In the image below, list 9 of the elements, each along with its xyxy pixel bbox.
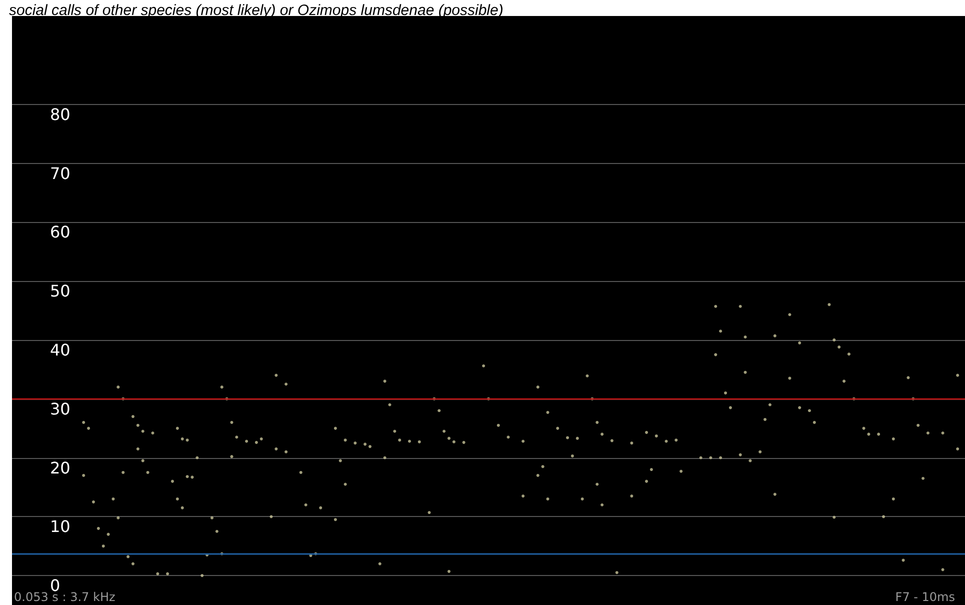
y-tick-label: 70: [50, 164, 70, 183]
annotation: F7 - 10ms: [895, 590, 956, 604]
y-tick-label: 50: [50, 282, 70, 301]
y-tick-label: 30: [50, 399, 70, 418]
y-tick-label: 10: [50, 517, 70, 536]
y-tick-label: 40: [50, 340, 70, 360]
y-tick-label: 60: [50, 222, 70, 242]
y-tick-label: 20: [50, 458, 70, 478]
y-tick-label: 80: [50, 104, 70, 124]
